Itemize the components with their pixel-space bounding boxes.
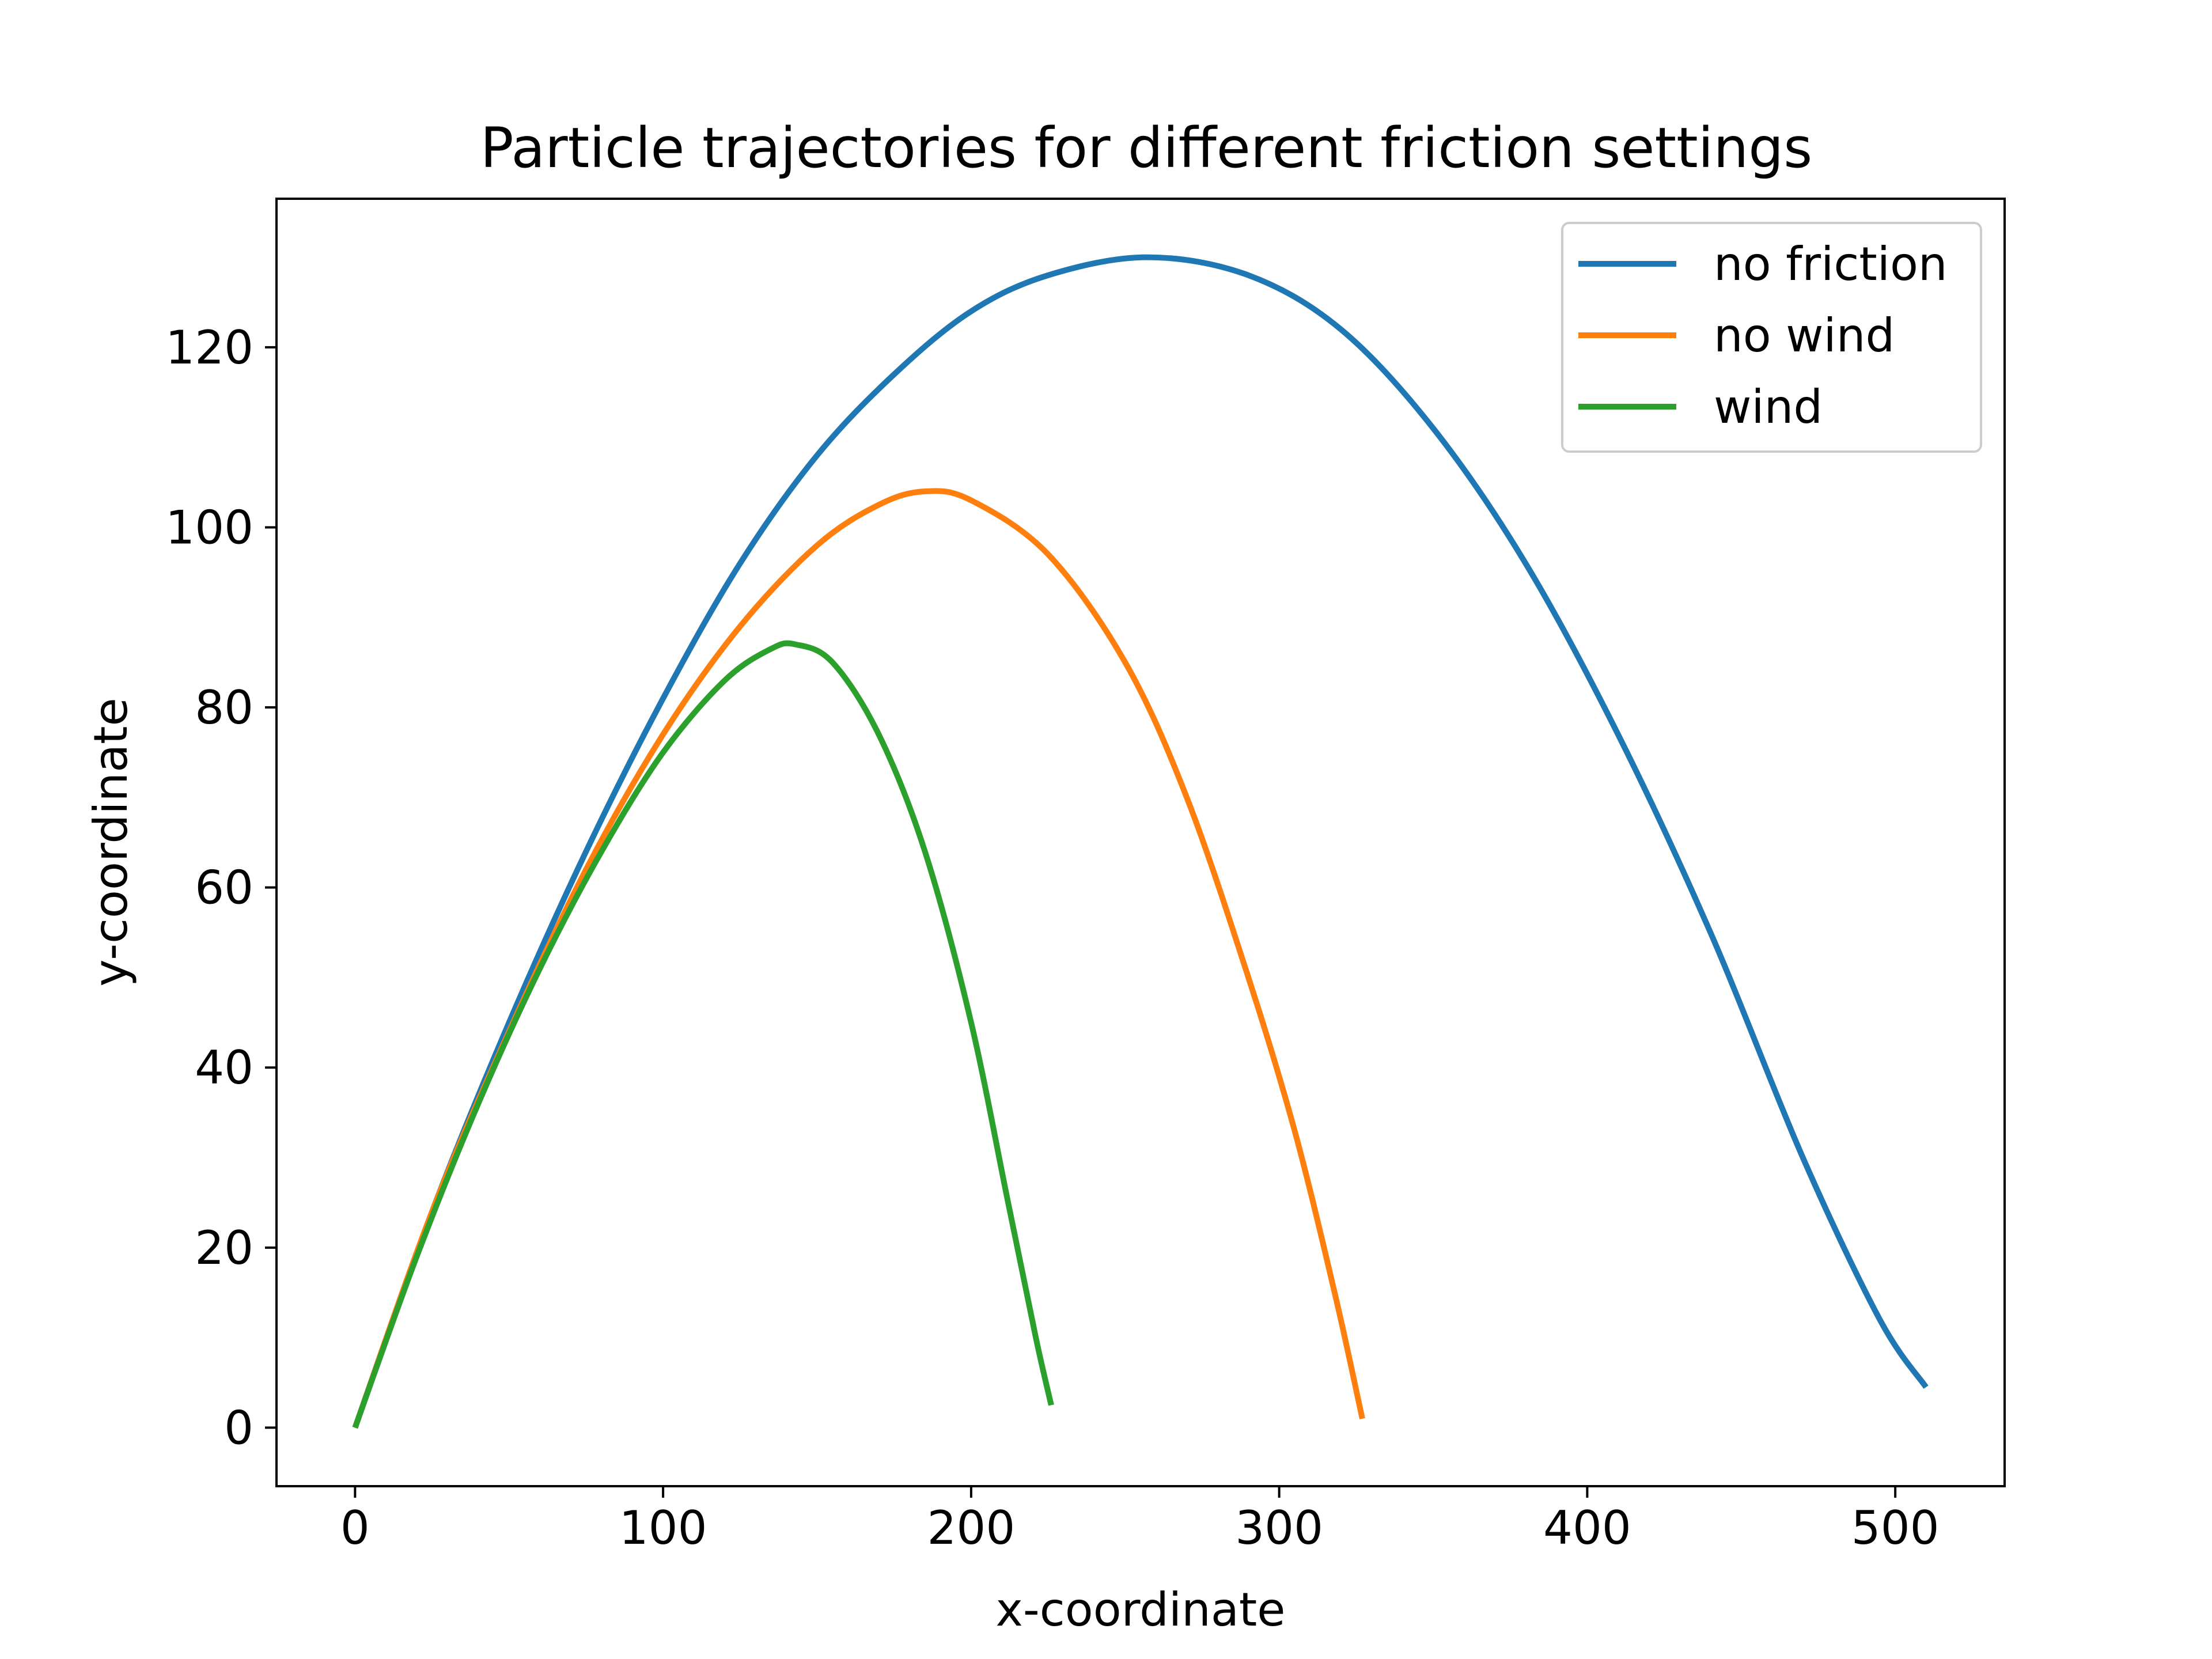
series-layer [352, 254, 1929, 1429]
y-tick-label: 60 [195, 861, 253, 915]
chart-title: Particle trajectories for different fric… [480, 116, 1812, 180]
y-tick-label: 80 [195, 681, 253, 734]
legend-items: no friction no wind wind [1578, 237, 1948, 434]
plot-frame [275, 198, 2006, 1487]
series-line-no-wind [352, 488, 1365, 1429]
legend-label-no-friction: no friction [1714, 237, 1948, 291]
legend-label-wind: wind [1714, 380, 1823, 434]
x-tick-label: 500 [1851, 1501, 1940, 1555]
y-tick-label: 0 [224, 1401, 253, 1455]
series-line-no-friction [352, 254, 1929, 1429]
y-tick-label: 20 [195, 1221, 253, 1275]
x-tick-label: 300 [1235, 1501, 1323, 1555]
x-axis-label: x-coordinate [996, 1583, 1286, 1637]
y-axis-label: y-coordinate [84, 698, 138, 986]
x-tick-label: 0 [340, 1501, 370, 1555]
legend: no friction no wind wind [1561, 222, 1982, 453]
legend-label-no-wind: no wind [1714, 309, 1895, 362]
series-line-wind [352, 640, 1054, 1429]
legend-box [1561, 222, 1982, 453]
y-tick-label: 40 [195, 1041, 253, 1094]
y-tick-label: 120 [165, 321, 253, 374]
y-tick-label: 100 [165, 501, 253, 554]
x-tick-label: 400 [1543, 1501, 1631, 1555]
x-tick-label: 200 [927, 1501, 1016, 1555]
x-tick-label: 100 [619, 1501, 707, 1555]
x-axis-ticks: 0 100 200 300 400 500 [340, 1486, 1940, 1555]
y-axis-ticks: 0 20 40 60 80 100 120 [165, 321, 276, 1455]
